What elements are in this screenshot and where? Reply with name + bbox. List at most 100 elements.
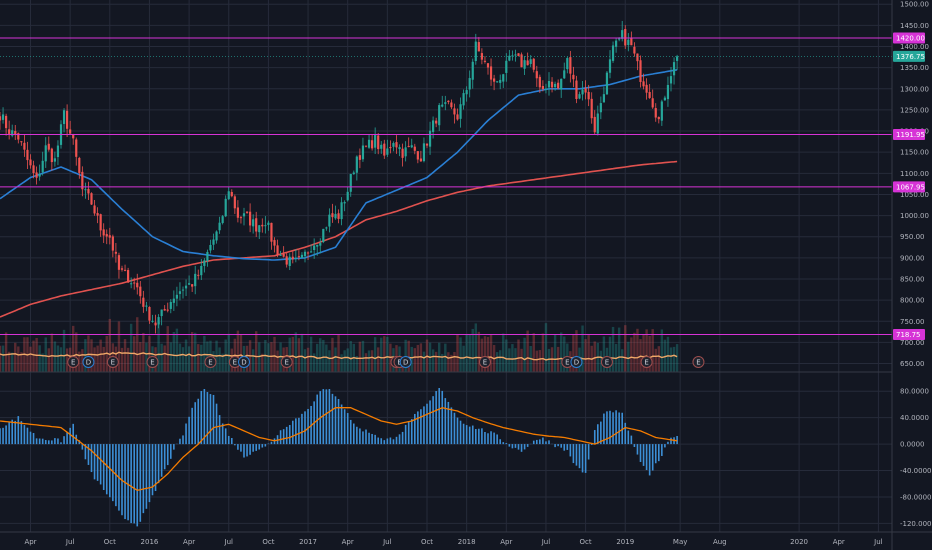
macd-histogram-bar xyxy=(48,440,50,445)
candle-body xyxy=(316,244,319,247)
candle-body xyxy=(648,92,651,98)
candle-body xyxy=(569,57,572,74)
candle-body xyxy=(395,142,398,148)
event-marker[interactable]: D xyxy=(570,356,583,368)
candle-body xyxy=(428,130,432,147)
candle-body xyxy=(276,245,279,256)
volume-bar xyxy=(309,336,313,372)
volume-bar xyxy=(194,332,197,372)
macd-histogram-bar xyxy=(102,444,105,490)
candle-body xyxy=(215,231,218,241)
macd-histogram-bar xyxy=(325,389,328,445)
volume-bar xyxy=(93,347,96,372)
volume-bar xyxy=(346,348,349,372)
macd-histogram-bar xyxy=(5,425,7,445)
macd-histogram-bar xyxy=(444,398,447,445)
candle-body xyxy=(523,60,526,69)
volume-bar xyxy=(129,323,133,372)
event-marker[interactable]: E xyxy=(478,356,491,368)
event-marker[interactable]: E xyxy=(640,356,653,368)
event-marker[interactable]: D xyxy=(238,356,250,368)
event-markers[interactable]: EDEEEEDESEDEEDEEE xyxy=(67,356,705,368)
event-marker[interactable]: E xyxy=(692,356,705,368)
candle-body xyxy=(386,148,389,155)
macd-histogram-bar xyxy=(51,440,53,445)
event-label: E xyxy=(150,359,154,367)
macd-histogram-bar xyxy=(136,444,139,527)
event-marker[interactable]: E xyxy=(561,356,574,368)
candle-body xyxy=(230,192,233,197)
volume-bar xyxy=(413,348,416,372)
volume-bar xyxy=(520,348,523,372)
candle-body xyxy=(11,130,14,136)
macd-histogram-bar xyxy=(557,444,559,447)
level-tag: 1067.95 xyxy=(896,183,925,191)
event-marker[interactable]: E xyxy=(204,356,217,368)
volume-bar xyxy=(651,329,654,372)
event-label: E xyxy=(483,359,487,367)
macd-histogram-bar xyxy=(435,391,437,445)
candle-body xyxy=(261,224,264,227)
macd-histogram-bar xyxy=(569,444,572,457)
event-marker[interactable]: E xyxy=(67,356,80,368)
event-circle xyxy=(146,356,159,368)
macd-histogram-bar xyxy=(170,444,172,459)
event-marker[interactable]: E xyxy=(146,356,159,368)
event-circle xyxy=(600,356,613,368)
event-marker[interactable]: E xyxy=(600,356,613,368)
macd-histogram-bar xyxy=(258,444,261,450)
price-tick-label: 1400.00 xyxy=(900,43,929,51)
volume-bar xyxy=(584,339,587,372)
volume-bar xyxy=(593,341,596,372)
macd-histogram-bar xyxy=(96,444,99,481)
candle-body xyxy=(151,320,154,322)
candle-body xyxy=(313,245,316,250)
volume-bar xyxy=(621,349,624,372)
event-marker[interactable]: E xyxy=(106,356,119,368)
time-axis[interactable]: Apr Jul Oct 2016 Apr Jul Oct 2017 Apr Jul Oct 2018 A… xyxy=(24,538,882,546)
event-label: E xyxy=(605,359,609,367)
volume-bar xyxy=(50,333,54,372)
macd-histogram-bar xyxy=(648,444,651,476)
volume-bar xyxy=(312,353,316,372)
macd-histogram-bar xyxy=(447,401,450,445)
candle-body xyxy=(645,84,648,93)
volume-bar xyxy=(602,336,606,372)
volume-bar xyxy=(239,334,243,372)
candle-body xyxy=(175,294,178,299)
volume-bar xyxy=(404,339,407,372)
macd-histogram-bar xyxy=(612,412,614,445)
macd-axis[interactable]: 80.0000 40.0000 0.0000 -40.0000 -80.0000 -120… xyxy=(900,388,932,528)
candle-body xyxy=(468,78,471,90)
macd-histogram-bar xyxy=(505,443,508,445)
candle-body xyxy=(191,284,194,287)
volume-bar xyxy=(251,349,255,372)
macd-histogram-bar xyxy=(316,394,318,445)
event-marker[interactable]: D xyxy=(399,356,412,368)
candle-body xyxy=(218,222,221,231)
macd-histogram-bar xyxy=(584,444,587,473)
macd-histogram-bar xyxy=(380,438,383,445)
volume-bar xyxy=(123,339,127,372)
candle-body xyxy=(93,205,96,214)
volume-bar xyxy=(636,328,639,372)
event-circle xyxy=(204,356,217,368)
event-marker[interactable]: E xyxy=(280,356,293,368)
candle-body xyxy=(483,60,487,62)
candle-body xyxy=(663,97,666,101)
volume-bar xyxy=(181,347,185,372)
price-tick-label: 1250.00 xyxy=(900,106,929,114)
time-tick-label: Apr xyxy=(833,538,845,546)
macd-histogram-bar xyxy=(255,444,257,451)
price-tick-label: 1300.00 xyxy=(900,85,929,93)
volume-bar xyxy=(206,341,209,372)
candle-body xyxy=(105,234,108,237)
macd-histogram-bar xyxy=(292,420,294,445)
event-marker[interactable]: D xyxy=(82,356,95,368)
candle-body xyxy=(264,225,267,227)
macd-histogram-bar xyxy=(63,436,65,445)
volume-bar xyxy=(553,334,557,372)
horizontal-levels[interactable] xyxy=(0,37,892,335)
candle-body xyxy=(102,229,105,236)
